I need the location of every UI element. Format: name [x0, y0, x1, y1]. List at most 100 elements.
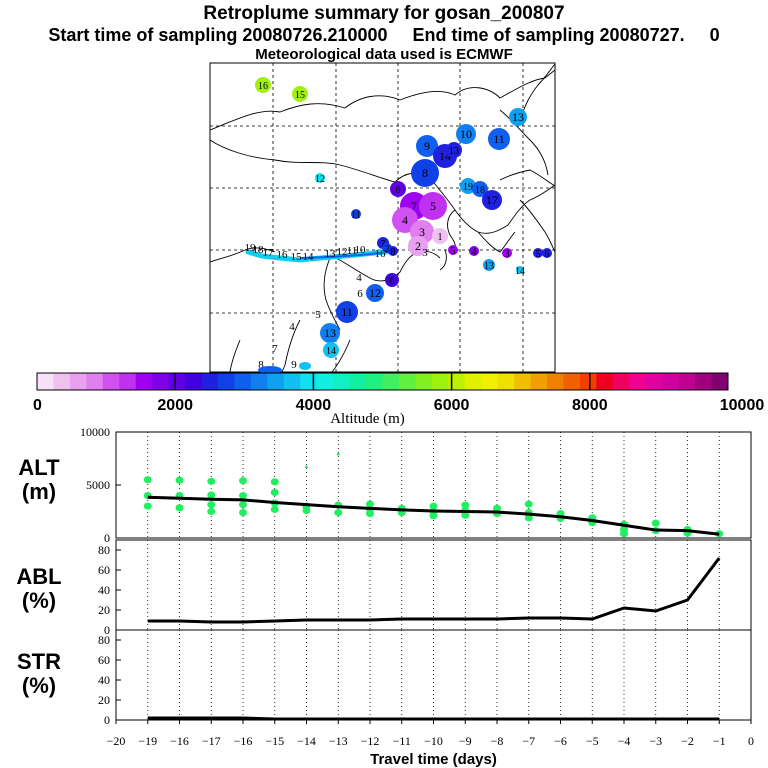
map-marker-label: 7 [411, 199, 417, 213]
colorbar-swatch [267, 373, 285, 390]
colorbar-swatch [300, 373, 318, 390]
map-marker-label: 3 [419, 225, 425, 239]
map-marker-label: 9 [424, 139, 430, 153]
colorbar-swatch [612, 373, 630, 390]
map-track-label: 8 [258, 359, 264, 371]
alt-scatter-point [270, 505, 279, 513]
map-marker-label: 12 [315, 174, 325, 185]
x-tick-label: −10 [424, 734, 443, 748]
y-tick-label: 20 [98, 693, 110, 707]
str-panel-label: STR (%) [17, 649, 61, 698]
colorbar-swatch [283, 373, 301, 390]
map-plume-marker [416, 135, 438, 157]
colorbar-swatch [415, 373, 433, 390]
map-plume-marker [258, 366, 282, 374]
x-axis-label: Travel time (days) [370, 751, 497, 768]
colorbar-tick-label: 10000 [720, 397, 765, 414]
abl-line [147, 557, 721, 624]
colorbar-swatch [349, 373, 367, 390]
colorbar-swatch [168, 373, 186, 390]
colorbar-swatch [695, 373, 713, 390]
map-plume-marker [456, 124, 476, 144]
alt-scatter-point [336, 452, 340, 456]
colorbar-swatch [69, 373, 87, 390]
colorbar-swatch [711, 373, 729, 390]
map-track-label: 3 [422, 247, 428, 259]
map-marker-label: 1 [438, 232, 443, 243]
map-plume-marker [432, 228, 448, 244]
map-marker-label: 8 [422, 166, 428, 180]
map-plume-marker [385, 273, 399, 287]
map-frame [209, 62, 556, 373]
map-track-label: 7 [272, 343, 278, 355]
y-tick-label: 60 [98, 563, 110, 577]
map-plume-marker [419, 192, 447, 220]
colorbar-swatch [152, 373, 170, 390]
map-coastline [209, 139, 431, 183]
alt-scatter-point [270, 488, 279, 497]
alt-scatter-point [461, 501, 470, 509]
map-plume-marker [446, 142, 462, 158]
alt-scatter-point [143, 476, 152, 484]
colorbar-swatch [481, 373, 499, 390]
map-coastline [439, 249, 447, 271]
map-plume-marker [323, 342, 339, 358]
alt-scatter-point [207, 477, 216, 485]
map-marker-label: 5 [536, 249, 541, 260]
map-track-label: 16 [375, 248, 387, 260]
map-marker-label: 13 [324, 326, 336, 340]
alt-scatter-point [270, 478, 279, 486]
colorbar-swatch [185, 373, 203, 390]
map-plume-marker [482, 190, 502, 210]
x-tick-label: −2 [681, 734, 694, 748]
colorbar-swatch [135, 373, 153, 390]
alt-scatter-point [620, 530, 628, 538]
colorbar-swatch [316, 373, 334, 390]
alt-scatter-point [207, 501, 216, 509]
x-tick-label: −16 [170, 734, 189, 748]
alt-scatter-point [175, 504, 184, 512]
map-marker-label: 14 [326, 346, 336, 357]
alt-scatter-point [429, 502, 438, 510]
alt-scatter-point [239, 501, 247, 509]
map-marker-label: 16 [258, 81, 268, 92]
map-coastline [209, 247, 276, 263]
colorbar-tick-label: 6000 [434, 397, 470, 414]
map-plume-marker [336, 301, 358, 323]
alt-scatter-point [305, 465, 308, 469]
map-track-label: 9 [291, 359, 297, 371]
alt-scatter-point [239, 492, 247, 500]
map-plume-marker [299, 362, 311, 370]
map-track-label: 16 [277, 249, 289, 261]
map-plume-marker [460, 178, 476, 194]
y-tick-label: 80 [98, 543, 110, 557]
alt-scatter-point [651, 519, 660, 527]
map-plume-marker [542, 248, 552, 258]
map-track-label: 18 [253, 244, 265, 256]
map-coastline [519, 63, 556, 121]
colorbar-swatch [678, 373, 696, 390]
x-tick-label: 0 [748, 734, 754, 748]
colorbar-swatch [464, 373, 482, 390]
alt-scatter-point [143, 502, 152, 510]
plume-track-core [299, 252, 381, 259]
x-tick-label: −12 [361, 734, 380, 748]
map-plume-marker [533, 248, 543, 258]
colorbar-swatch [662, 373, 680, 390]
colorbar-swatch [629, 373, 647, 390]
y-tick-label: 20 [98, 603, 110, 617]
map-plume-marker [255, 77, 271, 93]
alt-scatter-point [524, 514, 533, 522]
map-track-label: 10 [355, 244, 367, 256]
colorbar-swatch [431, 373, 449, 390]
map-track-label: 13 [325, 248, 337, 260]
alt-median-line [147, 495, 720, 536]
map-marker-label: 13 [512, 110, 524, 124]
map-coastline [499, 169, 556, 187]
colorbar-tick-label: 0 [33, 397, 42, 414]
map-marker-label: 5 [430, 199, 436, 213]
map-marker-label: 13 [449, 146, 459, 157]
colorbar-swatch [497, 373, 515, 390]
map-marker-label: 18 [475, 185, 485, 196]
